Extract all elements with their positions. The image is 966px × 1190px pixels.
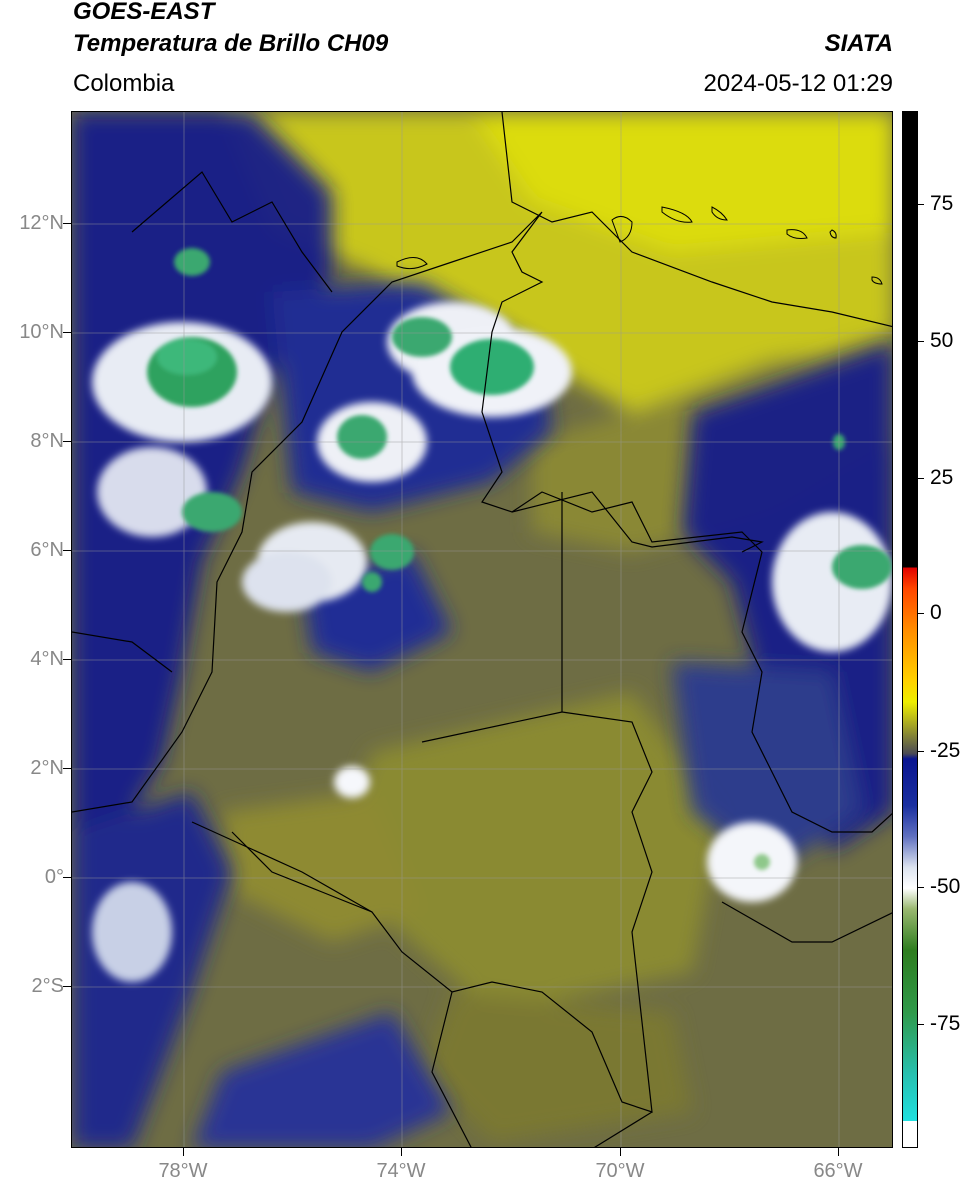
colorbar-tick bbox=[918, 341, 924, 342]
lat-tick bbox=[63, 877, 71, 878]
datetime-label: 2024-05-12 01:29 bbox=[703, 70, 894, 97]
lat-tick bbox=[63, 441, 71, 442]
lat-tick bbox=[63, 223, 71, 224]
lat-label: 10°N bbox=[19, 321, 64, 343]
lon-tick bbox=[401, 1148, 402, 1156]
country-borders bbox=[72, 112, 892, 1147]
satellite-title: GOES-EAST bbox=[73, 0, 215, 25]
colorbar bbox=[902, 111, 918, 1148]
colorbar-label: 0 bbox=[930, 601, 942, 624]
lon-tick bbox=[838, 1148, 839, 1156]
convective-cores bbox=[147, 248, 892, 870]
colorbar-label: -25 bbox=[930, 739, 961, 762]
colorbar-tick bbox=[918, 478, 924, 479]
islands bbox=[396, 206, 883, 285]
lon-label: 78°W bbox=[158, 1160, 208, 1182]
lat-tick bbox=[63, 659, 71, 660]
colorbar-tick bbox=[918, 1024, 924, 1025]
colorbar-tick bbox=[918, 751, 924, 752]
satellite-map[interactable] bbox=[71, 111, 893, 1148]
agency-label: SIATA bbox=[824, 30, 893, 57]
lon-label: 66°W bbox=[813, 1160, 863, 1182]
dry-air-region bbox=[222, 112, 892, 1142]
lat-label: 6°N bbox=[30, 539, 64, 561]
colorbar-label: 25 bbox=[930, 466, 954, 489]
colorbar-label: 75 bbox=[930, 192, 954, 215]
product-title: Temperatura de Brillo CH09 bbox=[73, 30, 389, 57]
graticule bbox=[72, 112, 892, 1147]
colorbar-label: -75 bbox=[930, 1012, 961, 1035]
lon-tick bbox=[183, 1148, 184, 1156]
region-label: Colombia bbox=[73, 70, 175, 97]
lat-label: 0° bbox=[44, 866, 64, 888]
lat-label: 2°N bbox=[30, 757, 64, 779]
lat-tick bbox=[63, 550, 71, 551]
colorbar-tick bbox=[918, 204, 924, 205]
lat-label: 8°N bbox=[30, 430, 64, 452]
colorbar-tick bbox=[918, 887, 924, 888]
lat-tick bbox=[63, 986, 71, 987]
lat-tick bbox=[63, 332, 71, 333]
lon-label: 74°W bbox=[376, 1160, 426, 1182]
lat-label: 12°N bbox=[19, 212, 64, 234]
lat-label: 4°N bbox=[30, 648, 64, 670]
lon-tick bbox=[620, 1148, 621, 1156]
colorbar-label: -50 bbox=[930, 875, 961, 898]
colorbar-tick bbox=[918, 613, 924, 614]
lon-label: 70°W bbox=[595, 1160, 645, 1182]
lat-tick bbox=[63, 768, 71, 769]
map-svg bbox=[72, 112, 892, 1147]
lat-label: 2°S bbox=[31, 975, 64, 997]
colorbar-label: 50 bbox=[930, 329, 954, 352]
